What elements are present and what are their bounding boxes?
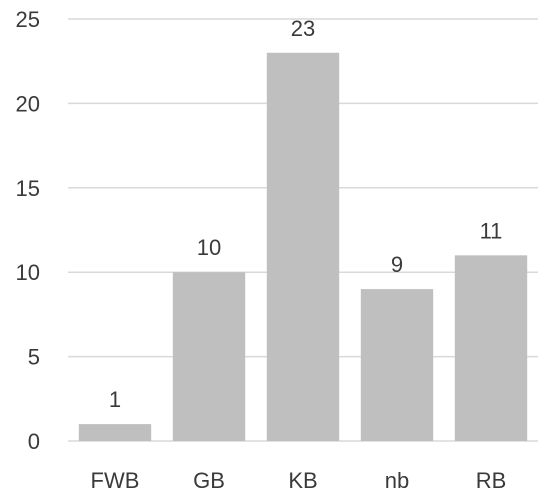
data-label: 9 — [391, 252, 403, 277]
y-tick-label: 15 — [16, 176, 40, 201]
data-labels: 1 10 23 9 11 — [109, 16, 503, 412]
y-tick-label: 20 — [16, 91, 40, 116]
y-tick-label: 0 — [28, 429, 40, 454]
data-label: 23 — [291, 16, 315, 41]
y-tick-label: 5 — [28, 345, 40, 370]
data-label: 1 — [109, 387, 121, 412]
bar-nb — [360, 289, 434, 441]
bar-fwb — [78, 424, 152, 441]
data-label: 10 — [197, 235, 221, 260]
x-category-label: RB — [476, 468, 507, 491]
bar-gb — [172, 272, 246, 441]
x-category-label: GB — [193, 468, 225, 491]
bar-kb — [266, 52, 340, 441]
x-category-label: nb — [385, 468, 409, 491]
bars — [78, 52, 528, 441]
x-category-label: FWB — [91, 468, 140, 491]
bar-rb — [454, 255, 528, 441]
x-axis-categories: FWB GB KB nb RB — [91, 468, 507, 493]
data-label: 11 — [480, 218, 503, 243]
y-tick-label: 25 — [16, 7, 40, 32]
y-axis-ticks: 0 5 10 15 20 25 — [16, 7, 40, 454]
x-category-label: KB — [288, 468, 317, 491]
y-tick-label: 10 — [16, 260, 40, 285]
